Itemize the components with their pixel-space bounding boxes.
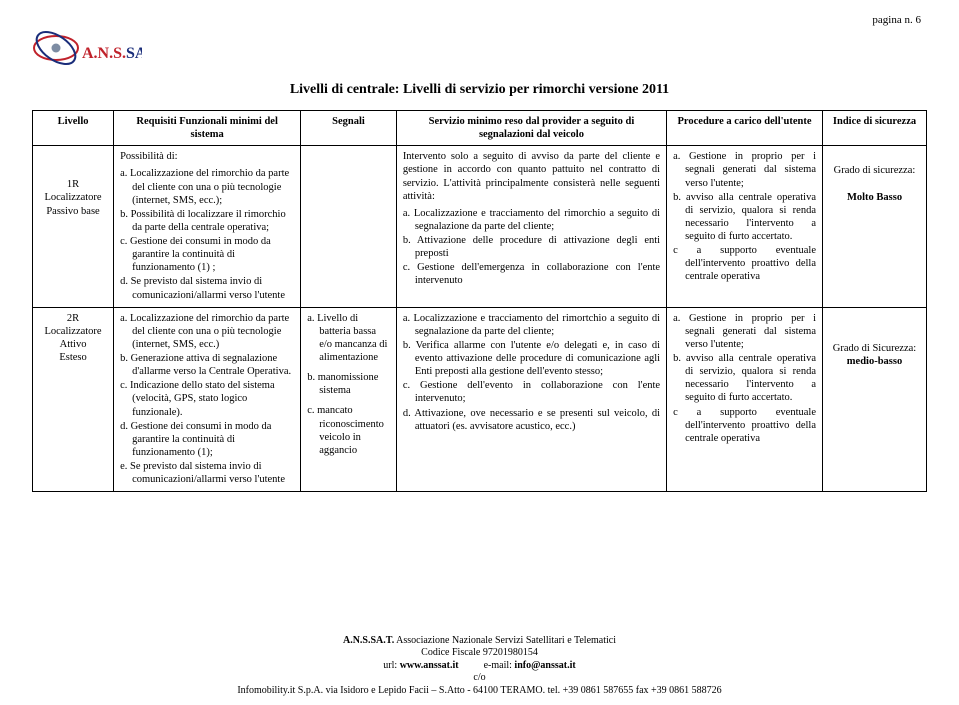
segnali-2r-item: c. mancato riconoscimento veicolo in agg…: [319, 404, 390, 457]
footer-email-label: e-mail:: [459, 660, 515, 671]
req-2r-item: a. Localizzazione del rimorchio da parte…: [132, 312, 294, 351]
logo-text-bottom: SA.T.: [126, 45, 142, 62]
header-livello: Livello: [33, 111, 114, 146]
footer-cf: Codice Fiscale 97201980154: [0, 647, 959, 660]
livello-1r-l2: Localizzatore: [39, 191, 107, 204]
logo-text-top: A.N.S.: [82, 45, 126, 62]
indice-2r-label: Grado di Sicurezza:: [829, 342, 920, 355]
req-1r-item: a. Localizzazione del rimorchio da parte…: [132, 167, 294, 206]
segnali-2r-item: b. manomissione sistema: [319, 371, 390, 397]
req-2r-item: c. Indicazione dello stato del sistema (…: [132, 379, 294, 418]
cell-req-1r: Possibilità di: a. Localizzazione del ri…: [114, 146, 301, 307]
servizio-2r-item: b. Verifica allarme con l'utente e/o del…: [415, 339, 660, 378]
servizio-1r-item: a. Localizzazione e tracciamento del rim…: [415, 207, 660, 233]
indice-2r-value: medio-basso: [829, 355, 920, 368]
servizio-2r-item: a. Localizzazione e tracciamento del rim…: [415, 312, 660, 338]
footer-co: c/o: [0, 672, 959, 685]
page-title: Livelli di centrale: Livelli di servizio…: [32, 82, 927, 98]
livello-2r-l3: Attivo: [39, 338, 107, 351]
procedure-2r-item: c a supporto eventuale dell'intervento p…: [685, 406, 816, 445]
servizio-1r-item: c. Gestione dell'emergenza in collaboraz…: [415, 261, 660, 287]
livello-1r-code: 1R: [39, 178, 107, 191]
req-1r-intro: Possibilità di:: [120, 150, 294, 163]
req-1r-item: d. Se previsto dal sistema invio di comu…: [132, 275, 294, 301]
cell-indice-2r: Grado di Sicurezza: medio-basso: [823, 307, 927, 492]
footer-org-bold: A.N.S.SA.T.: [343, 635, 394, 646]
footer-org-rest: Associazione Nazionale Servizi Satellita…: [394, 635, 616, 646]
procedure-2r-item: b. avviso alla centrale operativa di ser…: [685, 352, 816, 405]
page: pagina n. 6 A.N.S.SA.T. Livelli di centr…: [0, 0, 959, 705]
procedure-1r-item: a. Gestione in proprio per i segnali gen…: [685, 150, 816, 189]
servizio-2r-item: d. Attivazione, ove necessario e se pres…: [415, 407, 660, 433]
footer-address: Infomobility.it S.p.A. via Isidoro e Lep…: [0, 685, 959, 698]
cell-livello-2r: 2R Localizzatore Attivo Esteso: [33, 307, 114, 492]
req-1r-item: c. Gestione dei consumi in modo da garan…: [132, 235, 294, 274]
procedure-1r-item: c a supporto eventuale dell'intervento p…: [685, 244, 816, 283]
cell-indice-1r: Grado di sicurezza: Molto Basso: [823, 146, 927, 307]
footer-url: www.anssat.it: [400, 660, 459, 671]
cell-livello-1r: 1R Localizzatore Passivo base: [33, 146, 114, 307]
req-2r-item: b. Generazione attiva di segnalazione d'…: [132, 352, 294, 378]
livello-2r-l4: Esteso: [39, 351, 107, 364]
cell-segnali-2r: a. Livello di batteria bassa e/o mancanz…: [301, 307, 397, 492]
header-servizio: Servizio minimo reso dal provider a segu…: [396, 111, 666, 146]
livello-2r-l2: Localizzatore: [39, 325, 107, 338]
cell-servizio-2r: a. Localizzazione e tracciamento del rim…: [396, 307, 666, 492]
footer: A.N.S.SA.T. Associazione Nazionale Servi…: [0, 635, 959, 698]
cell-servizio-1r: Intervento solo a seguito di avviso da p…: [396, 146, 666, 307]
row-1r: 1R Localizzatore Passivo base Possibilit…: [33, 146, 927, 307]
footer-email: info@anssat.it: [514, 660, 575, 671]
main-table: Livello Requisiti Funzionali minimi del …: [32, 110, 927, 492]
procedure-1r-item: b. avviso alla centrale operativa di ser…: [685, 191, 816, 244]
req-1r-item: b. Possibilità di localizzare il rimorch…: [132, 208, 294, 234]
logo-svg: A.N.S.SA.T.: [32, 28, 142, 76]
header-indice: Indice di sicurezza: [823, 111, 927, 146]
cell-segnali-1r: [301, 146, 397, 307]
cell-procedure-1r: a. Gestione in proprio per i segnali gen…: [667, 146, 823, 307]
page-number: pagina n. 6: [872, 14, 921, 26]
svg-text:A.N.S.SA.T.: A.N.S.SA.T.: [82, 45, 142, 62]
req-2r-item: e. Se previsto dal sistema invio di comu…: [132, 460, 294, 486]
procedure-2r-item: a. Gestione in proprio per i segnali gen…: [685, 312, 816, 351]
header-requisiti: Requisiti Funzionali minimi del sistema: [114, 111, 301, 146]
segnali-2r-item: a. Livello di batteria bassa e/o mancanz…: [319, 312, 390, 365]
header-segnali: Segnali: [301, 111, 397, 146]
header-row: Livello Requisiti Funzionali minimi del …: [33, 111, 927, 146]
cell-procedure-2r: a. Gestione in proprio per i segnali gen…: [667, 307, 823, 492]
servizio-1r-intro: Intervento solo a seguito di avviso da p…: [403, 150, 660, 203]
footer-url-label: url:: [383, 660, 399, 671]
indice-1r-label: Grado di sicurezza:: [829, 164, 920, 177]
livello-1r-l3: Passivo base: [39, 205, 107, 218]
cell-req-2r: a. Localizzazione del rimorchio da parte…: [114, 307, 301, 492]
row-2r: 2R Localizzatore Attivo Esteso a. Locali…: [33, 307, 927, 492]
livello-2r-code: 2R: [39, 312, 107, 325]
indice-1r-value: Molto Basso: [829, 191, 920, 204]
logo: A.N.S.SA.T.: [32, 28, 142, 81]
servizio-1r-item: b. Attivazione delle procedure di attiva…: [415, 234, 660, 260]
servizio-2r-item: c. Gestione dell'evento in collaborazion…: [415, 379, 660, 405]
header-procedure: Procedure a carico dell'utente: [667, 111, 823, 146]
req-2r-item: d. Gestione dei consumi in modo da garan…: [132, 420, 294, 459]
